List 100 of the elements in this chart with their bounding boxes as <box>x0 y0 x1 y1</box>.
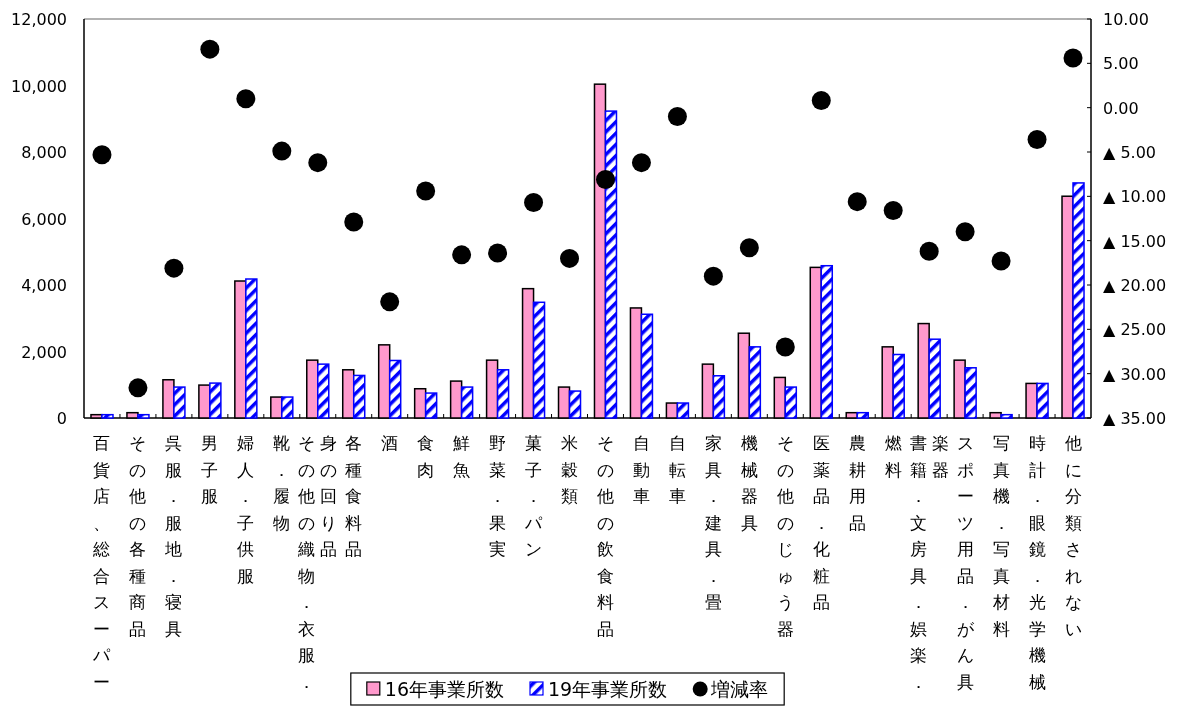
bar <box>640 313 654 419</box>
point <box>164 258 184 278</box>
x-tick-label: 男子服 <box>200 432 219 508</box>
point <box>811 91 831 111</box>
point <box>667 107 687 127</box>
category-label: 百貨店、総合スーパー <box>93 433 111 692</box>
x-tick-label: 鮮魚 <box>453 433 471 480</box>
point <box>1063 48 1083 68</box>
bar <box>748 346 762 419</box>
y-tick-label: 2,000 <box>21 342 67 362</box>
y2-tick-label: ▲ 30.00 <box>1103 364 1167 384</box>
category-label: スポーツ用品．がん具 <box>956 433 974 692</box>
legend-label: 16年事業所数 <box>384 678 504 700</box>
bar <box>784 386 798 419</box>
bar <box>964 367 977 419</box>
point <box>236 89 256 109</box>
y-tick-label: 0 <box>56 409 67 428</box>
point <box>631 153 651 173</box>
point <box>703 266 723 286</box>
bar <box>388 359 402 419</box>
y2-tick-label: ▲ 25.00 <box>1103 320 1167 340</box>
bar <box>712 375 726 419</box>
point <box>1027 130 1047 150</box>
y2-tick-label: 0.00 <box>1103 98 1139 118</box>
x-tick-label: 自転車 <box>668 432 687 508</box>
x-tick-label: 他に分類されない <box>1064 432 1083 641</box>
x-tick-label: 自動車 <box>632 433 650 506</box>
bar <box>460 386 474 419</box>
y2-tick-label: 10.00 <box>1103 10 1149 29</box>
bar <box>532 301 546 419</box>
x-tick-label: 家具．建具．畳 <box>704 433 722 612</box>
bar <box>856 411 869 419</box>
x-tick-label: 各種食料品 <box>344 432 363 561</box>
bar <box>604 110 618 419</box>
x-tick-label: 機械器具 <box>740 433 758 533</box>
point <box>847 192 867 212</box>
point <box>595 169 615 189</box>
bar <box>317 363 330 419</box>
y2-tick-label: ▲ 15.00 <box>1103 231 1167 251</box>
legend-label: 増減率 <box>710 678 769 700</box>
point <box>524 193 544 213</box>
point <box>128 378 148 398</box>
bar <box>137 413 150 419</box>
point <box>452 245 472 265</box>
bar <box>209 382 222 419</box>
x-tick-label: 米穀類 <box>561 433 579 506</box>
category-label: 時計．眼鏡．光学機械 <box>1028 433 1046 692</box>
point <box>272 141 292 161</box>
point <box>308 153 328 173</box>
bar <box>820 264 834 419</box>
x-tick-label: 写真機．写真材料 <box>992 432 1011 641</box>
bar <box>892 353 905 419</box>
y2-tick-label: 5.00 <box>1103 54 1139 74</box>
bar <box>1000 413 1013 419</box>
point <box>883 201 903 221</box>
y-tick-label: 6,000 <box>21 209 67 229</box>
x-tick-label: その他の各種商品 <box>128 432 147 641</box>
x-tick-label: 農耕用品 <box>848 432 867 535</box>
bar <box>281 396 294 419</box>
legend-label: 19年事業所数 <box>548 678 668 700</box>
bar <box>173 386 186 419</box>
point <box>200 39 220 59</box>
x-tick-label: 燃料 <box>884 432 903 482</box>
y-tick-label: 12,000 <box>11 10 67 29</box>
point <box>344 212 364 232</box>
category-label: 書籍．文房具．娯楽．楽器 <box>909 433 949 692</box>
point <box>739 238 759 258</box>
category-label: その他の織物．衣服．身の回り品 <box>298 433 338 692</box>
bar <box>568 390 582 419</box>
bar <box>101 413 114 419</box>
bar <box>1072 182 1085 419</box>
x-tick-label: その他のじゅう器 <box>776 432 795 641</box>
bar <box>1036 382 1049 419</box>
x-tick-label: 食肉 <box>417 433 435 480</box>
y2-tick-label: ▲ 35.00 <box>1103 409 1167 428</box>
point <box>991 251 1011 271</box>
y-tick-label: 8,000 <box>21 143 67 162</box>
bar <box>424 392 438 419</box>
x-tick-label: その他の飲食料品 <box>596 433 614 639</box>
point <box>416 181 436 201</box>
point <box>92 145 112 165</box>
y-tick-label: 4,000 <box>21 276 67 295</box>
y2-tick-label: ▲ 10.00 <box>1103 187 1167 207</box>
y-tick-label: 10,000 <box>11 76 67 96</box>
x-tick-label: 酒 <box>381 433 399 453</box>
bar <box>352 374 366 419</box>
point <box>380 292 400 312</box>
point <box>919 241 939 261</box>
point <box>488 243 508 263</box>
x-tick-label: 婦人．子供服 <box>236 432 255 588</box>
point <box>955 222 975 242</box>
x-tick-label: 靴．履物 <box>272 432 291 535</box>
x-tick-label: 医薬品．化粧品 <box>812 432 831 614</box>
point <box>560 248 580 268</box>
bar <box>676 402 690 419</box>
bar <box>496 369 510 419</box>
bar <box>928 338 941 419</box>
x-tick-label: 野菜．果実 <box>489 433 507 559</box>
bar <box>245 278 258 419</box>
y2-tick-label: ▲ 20.00 <box>1103 276 1167 295</box>
